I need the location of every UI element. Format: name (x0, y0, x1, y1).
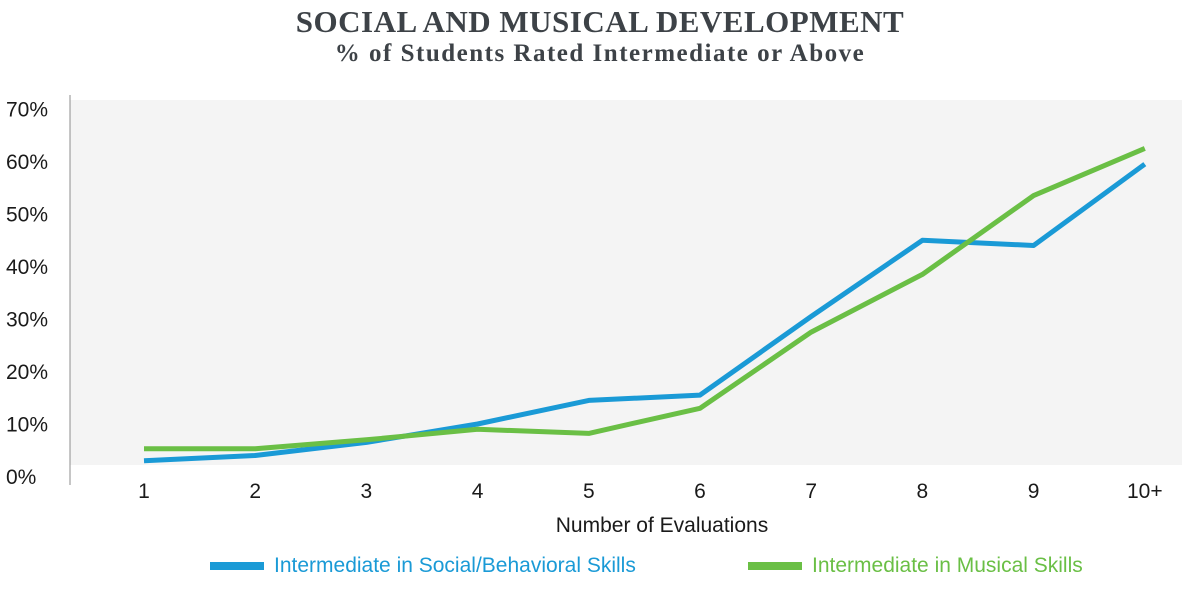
y-tick-label: 30% (6, 309, 48, 332)
legend-swatch-social (210, 562, 264, 570)
x-tick-labels: 1 2 3 4 5 6 7 8 9 10+ (138, 480, 1162, 503)
y-tick-label: 60% (6, 151, 48, 174)
y-tick-label: 40% (6, 256, 48, 279)
x-axis-label: Number of Evaluations (556, 514, 768, 537)
x-tick-label: 5 (583, 480, 595, 503)
series-line-social (143, 162, 1147, 464)
x-tick-label: 10+ (1127, 480, 1163, 503)
y-tick-labels: 0% 10% 20% 30% 40% 50% 60% 70% (6, 99, 48, 490)
legend-swatch-musical (748, 562, 802, 570)
x-tick-label: 1 (138, 480, 150, 503)
series-line-musical (144, 146, 1146, 452)
plot-background (70, 100, 1182, 465)
x-tick-label: 7 (805, 480, 817, 503)
x-tick-label: 9 (1028, 480, 1040, 503)
legend-item-social: Intermediate in Social/Behavioral Skills (210, 554, 636, 578)
series-lines (143, 146, 1147, 464)
x-tick-label: 4 (472, 480, 484, 503)
legend-label-musical: Intermediate in Musical Skills (812, 554, 1083, 577)
y-tick-label: 0% (6, 466, 36, 489)
x-tick-label: 2 (249, 480, 261, 503)
y-tick-label: 10% (6, 414, 48, 437)
x-tick-label: 8 (917, 480, 929, 503)
x-tick-label: 6 (694, 480, 706, 503)
x-tick-label: 3 (361, 480, 373, 503)
legend-label-social: Intermediate in Social/Behavioral Skills (274, 554, 636, 577)
y-tick-label: 70% (6, 99, 48, 122)
y-tick-label: 20% (6, 361, 48, 384)
chart-title: SOCIAL AND MUSICAL DEVELOPMENT (295, 4, 905, 39)
legend-item-musical: Intermediate in Musical Skills (748, 554, 1083, 578)
y-tick-label: 50% (6, 204, 48, 227)
chart-subtitle: % of Students Rated Intermediate or Abov… (334, 40, 866, 67)
